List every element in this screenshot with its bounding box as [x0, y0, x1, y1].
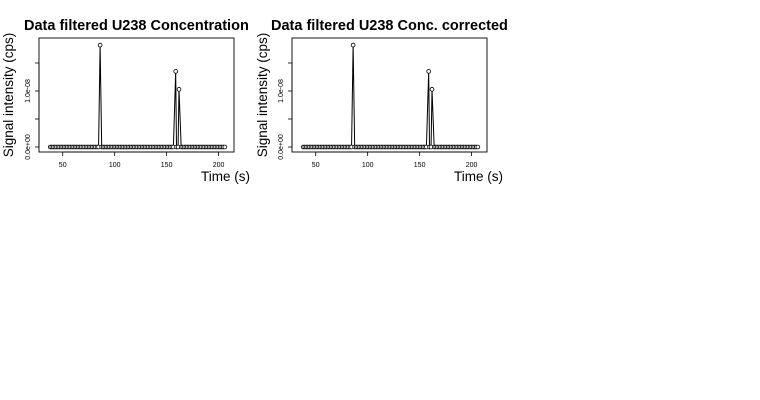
- chart-2: Data filtered U238 Conc. corrected Time …: [255, 18, 508, 184]
- chart-1-x-tick-label: 200: [213, 162, 225, 169]
- chart-1-x-tick-label: 150: [161, 162, 173, 169]
- chart-2-data-point: [350, 42, 356, 48]
- chart-1-x-tick-label: 100: [109, 162, 121, 169]
- chart-2-series-line: [303, 45, 478, 148]
- chart-2-x-axis: 50 100 150 200: [312, 151, 478, 169]
- chart-1-series-line: [50, 45, 225, 148]
- chart-1-data-point: [173, 69, 178, 74]
- chart-1-x-axis: 50 100 150 200: [59, 151, 225, 169]
- chart-1-y-tick-label: 1.0e-08: [25, 79, 32, 103]
- chart-1-title: Data filtered U238 Concentration: [24, 18, 249, 34]
- chart-1-data-point: [97, 42, 103, 48]
- chart-1-data-point: [222, 144, 228, 150]
- chart-1-data-point: [176, 87, 182, 92]
- chart-2-plot-frame: [291, 37, 488, 153]
- chart-2-y-axis: 0.0e+00 1.0e-08: [278, 62, 293, 160]
- chart-1: Data filtered U238 Concentration Time (s…: [1, 18, 250, 184]
- chart-1-y-axis-label: Signal intensity (cps): [1, 33, 16, 158]
- chart-1-plot-frame: [38, 37, 235, 153]
- chart-1-x-axis-label: Time (s): [201, 169, 250, 184]
- chart-2-y-axis-label: Signal intensity (cps): [255, 33, 270, 158]
- chart-2-data-point: [429, 87, 435, 92]
- chart-1-x-tick-label: 50: [59, 162, 67, 169]
- chart-1-series: [47, 42, 228, 150]
- chart-2-title: Data filtered U238 Conc. corrected: [271, 18, 508, 34]
- chart-2-data-point: [426, 69, 431, 74]
- chart-1-y-axis: 0.0e+00 1.0e-08: [25, 62, 40, 160]
- chart-2-x-axis-label: Time (s): [454, 169, 503, 184]
- chart-2-x-tick-label: 100: [362, 162, 374, 169]
- chart-2-series: [300, 42, 481, 150]
- chart-2-y-tick-label: 1.0e-08: [278, 79, 285, 103]
- chart-2-y-tick-label: 0.0e+00: [278, 134, 285, 160]
- chart-1-y-tick-label: 0.0e+00: [25, 134, 32, 160]
- chart-2-x-tick-label: 50: [312, 162, 320, 169]
- chart-2-x-tick-label: 150: [414, 162, 426, 169]
- chart-2-x-tick-label: 200: [466, 162, 478, 169]
- chart-2-data-point: [475, 144, 481, 150]
